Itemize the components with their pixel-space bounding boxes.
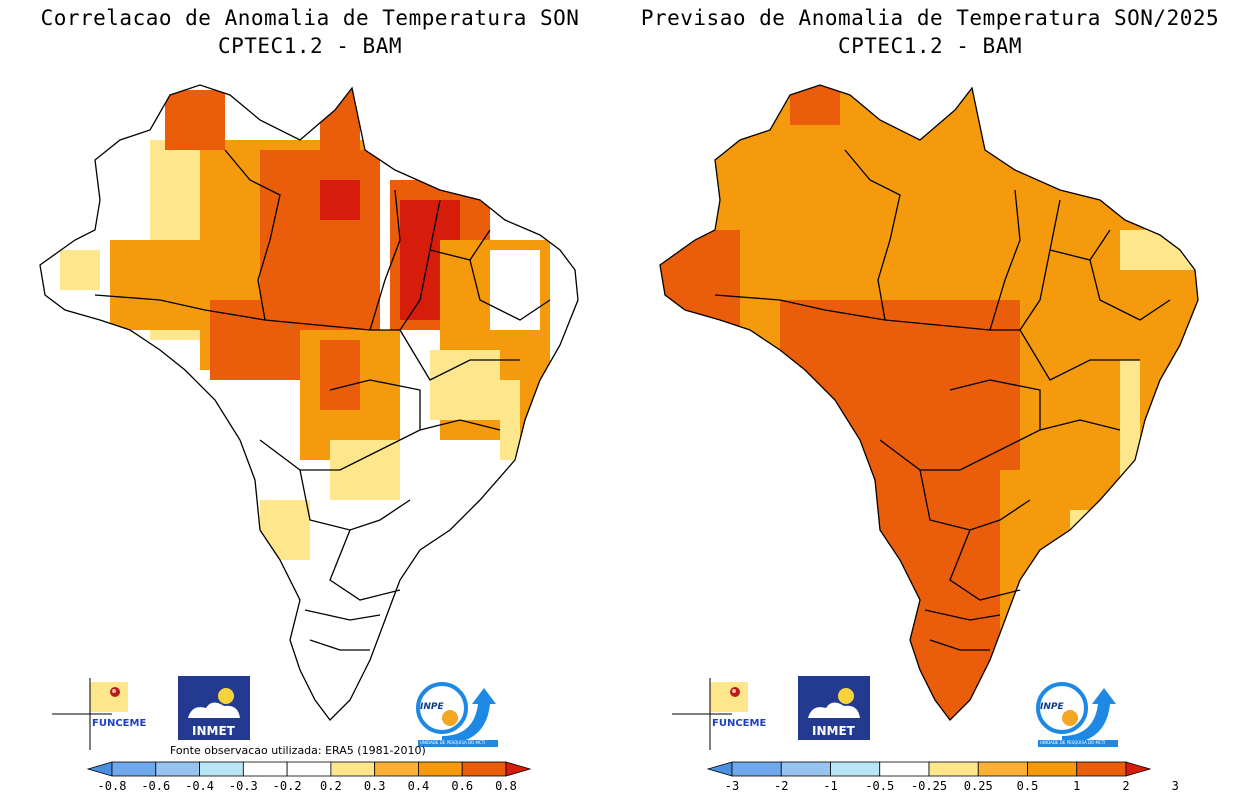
correlation-colorbar-tick-label: 0.3 — [364, 779, 386, 793]
inpe-label: INPE — [1040, 702, 1064, 712]
inmet-label: INMET — [812, 724, 855, 738]
correlation-colorbar-tick-label: 0.6 — [451, 779, 473, 793]
forecast-colorbar-swatch — [830, 761, 881, 777]
correlation-colorbar-tick-label: -0.8 — [98, 779, 127, 793]
funceme-logo — [52, 678, 128, 750]
correlation-colorbar-swatch — [418, 761, 463, 777]
forecast-colorbar-tick-label: -3 — [725, 779, 739, 793]
inpe-subtitle: UNIDADE DE PESQUISA DO MCTI — [420, 740, 486, 745]
correlation-colorbar-swatch — [374, 761, 419, 777]
inmet-logo — [798, 676, 870, 740]
inpe-label: INPE — [420, 702, 444, 712]
forecast-colorbar-tick-label: 0.5 — [1017, 779, 1039, 793]
forecast-colorbar-tick-label: -0.25 — [911, 779, 947, 793]
forecast-colorbar-tick-label: -1 — [823, 779, 837, 793]
forecast-colorbar-swatch — [977, 761, 1028, 777]
forecast-colorbar-tick-label: 0.25 — [964, 779, 993, 793]
left-title: Correlacao de Anomalia de Temperatura SO… — [40, 6, 580, 30]
correlation-colorbar-tick-label: -0.2 — [273, 779, 302, 793]
correlation-colorbar-swatch — [330, 761, 376, 777]
correlation-panel: Correlacao de Anomalia de Temperatura SO… — [39, 6, 580, 793]
inpe-logo — [1036, 682, 1118, 747]
forecast-colorbar-swatch — [780, 761, 831, 777]
inmet-logo — [178, 676, 250, 740]
correlation-colorbar-tick-label: -0.3 — [229, 779, 258, 793]
correlation-colorbar-max-arrow — [505, 761, 532, 777]
forecast-colorbar-swatch — [731, 761, 782, 777]
inmet-label: INMET — [192, 724, 235, 738]
correlation-colorbar: -0.8 -0.6 -0.4 -0.3 -0.2 0.2 0.3 0.4 0.6 0.8 — [86, 761, 532, 793]
forecast-colorbar: -3 -2 -1 -0.5 -0.25 0.25 0.5 1 2 3 — [706, 761, 1179, 793]
right-title: Previsao de Anomalia de Temperatura SON/… — [640, 6, 1220, 30]
right-subtitle: CPTEC1.2 - BAM — [837, 34, 1022, 58]
forecast-colorbar-swatch — [879, 761, 930, 777]
left-subtitle: CPTEC1.2 - BAM — [217, 34, 402, 58]
inpe-logo — [416, 682, 498, 747]
correlation-colorbar-tick-label: 0.8 — [495, 779, 517, 793]
funceme-label: FUNCEME — [712, 718, 767, 729]
correlation-colorbar-swatch — [199, 761, 244, 777]
forecast-colorbar-swatch — [1027, 761, 1078, 777]
correlation-colorbar-swatch — [286, 761, 332, 777]
correlation-colorbar-swatch — [155, 761, 200, 777]
forecast-colorbar-tick-label: 1 — [1073, 779, 1080, 793]
correlation-colorbar-swatch — [111, 761, 157, 777]
forecast-colorbar-tick-label: 2 — [1122, 779, 1129, 793]
forecast-map — [659, 84, 1199, 721]
forecast-colorbar-tick-label: -2 — [774, 779, 788, 793]
correlation-colorbar-swatch — [242, 761, 288, 777]
forecast-colorbar-max-arrow — [1125, 761, 1152, 777]
forecast-colorbar-swatch — [928, 761, 979, 777]
correlation-colorbar-tick-label: 0.2 — [320, 779, 342, 793]
forecast-colorbar-swatch — [1076, 761, 1127, 777]
correlation-map — [39, 84, 579, 721]
forecast-colorbar-min-arrow — [706, 761, 733, 777]
forecast-panel: Previsao de Anomalia de Temperatura SON/… — [620, 0, 1240, 802]
correlation-colorbar-min-arrow — [86, 761, 113, 777]
correlation-colorbar-tick-label: -0.4 — [185, 779, 214, 793]
source-note: Fonte observacao utilizada: ERA5 (1981-2… — [170, 744, 426, 757]
correlation-colorbar-tick-label: 0.4 — [408, 779, 430, 793]
forecast-colorbar-tick-label: -0.5 — [865, 779, 894, 793]
forecast-colorbar-tick-label: 3 — [1172, 779, 1179, 793]
funceme-logo — [672, 678, 748, 750]
funceme-label: FUNCEME — [92, 718, 147, 729]
correlation-colorbar-swatch — [461, 761, 507, 777]
correlation-colorbar-tick-label: -0.6 — [141, 779, 170, 793]
inpe-subtitle: UNIDADE DE PESQUISA DO MCTI — [1040, 740, 1106, 745]
